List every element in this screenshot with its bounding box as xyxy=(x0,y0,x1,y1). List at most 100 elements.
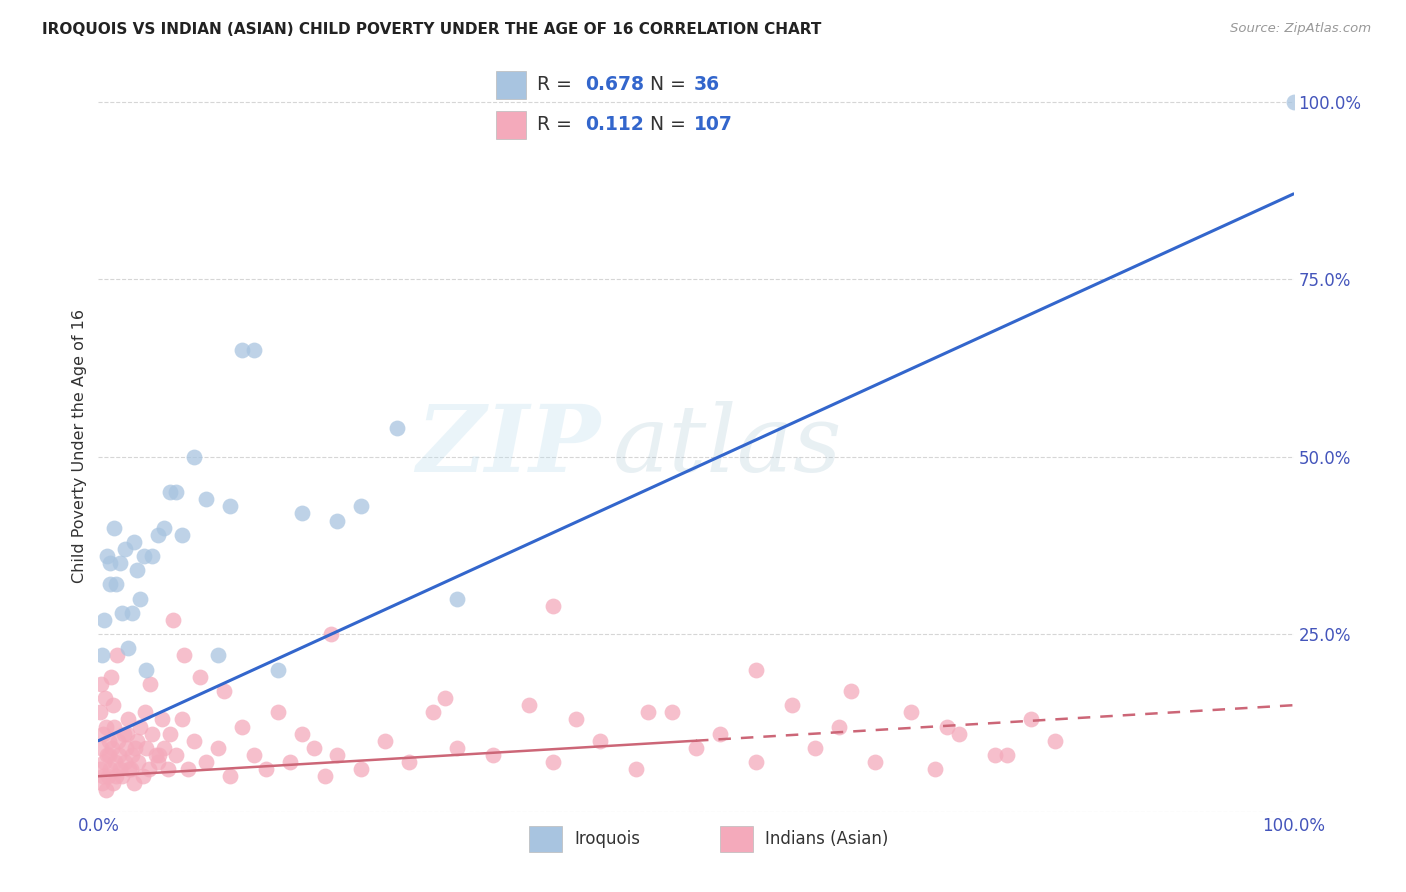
Point xyxy=(865,755,887,769)
Point xyxy=(183,450,205,464)
Point xyxy=(1043,733,1066,747)
Point xyxy=(924,762,946,776)
Point xyxy=(148,528,170,542)
Point xyxy=(243,343,266,358)
Point xyxy=(291,726,314,740)
Text: N =: N = xyxy=(650,76,686,95)
Point xyxy=(517,698,540,713)
Point xyxy=(90,740,112,755)
Point xyxy=(589,733,612,747)
FancyBboxPatch shape xyxy=(496,111,526,139)
Point xyxy=(91,648,114,663)
Point xyxy=(107,733,129,747)
Point xyxy=(115,726,138,740)
Point xyxy=(350,500,373,514)
Point xyxy=(101,776,124,790)
Point xyxy=(96,747,118,762)
Point xyxy=(565,713,588,727)
Point xyxy=(100,670,122,684)
Point xyxy=(134,706,156,720)
Point xyxy=(637,706,659,720)
Point xyxy=(828,719,851,733)
Point xyxy=(132,549,155,563)
Point xyxy=(661,706,683,720)
Point xyxy=(111,606,134,620)
Point xyxy=(89,706,111,720)
Point xyxy=(385,421,409,435)
Text: 0.678: 0.678 xyxy=(585,76,644,95)
Point xyxy=(94,783,117,797)
Point xyxy=(98,577,122,591)
Point xyxy=(177,762,200,776)
Point xyxy=(115,740,138,755)
Point xyxy=(804,740,827,755)
Point xyxy=(207,740,229,755)
Point xyxy=(125,563,148,577)
Text: N =: N = xyxy=(650,115,686,134)
Point xyxy=(105,769,128,783)
Point xyxy=(91,776,114,790)
Point xyxy=(231,719,253,733)
Point xyxy=(145,747,167,762)
Point xyxy=(219,769,242,783)
Point xyxy=(780,698,803,713)
Point xyxy=(129,591,152,606)
Point xyxy=(374,733,396,747)
Point xyxy=(114,541,136,556)
Point xyxy=(159,726,181,740)
Point xyxy=(350,762,373,776)
Point xyxy=(984,747,1007,762)
Point xyxy=(315,769,337,783)
Point xyxy=(153,740,176,755)
Y-axis label: Child Poverty Under the Age of 16: Child Poverty Under the Age of 16 xyxy=(72,309,87,583)
Point xyxy=(446,740,468,755)
FancyBboxPatch shape xyxy=(720,826,754,852)
Point xyxy=(541,599,564,613)
Point xyxy=(117,713,139,727)
Point xyxy=(183,733,205,747)
Point xyxy=(422,706,444,720)
Point xyxy=(188,670,211,684)
Point xyxy=(165,747,187,762)
Point xyxy=(107,747,129,762)
Point xyxy=(841,684,863,698)
Point xyxy=(159,485,181,500)
Point xyxy=(91,769,114,783)
Point xyxy=(153,521,176,535)
Point xyxy=(114,755,136,769)
Point xyxy=(172,713,194,727)
Point xyxy=(148,755,170,769)
Point xyxy=(124,534,146,549)
Point xyxy=(541,755,564,769)
Point xyxy=(96,549,118,563)
Point xyxy=(98,733,121,747)
Text: atlas: atlas xyxy=(613,401,842,491)
Point xyxy=(105,648,128,663)
Text: Iroquois: Iroquois xyxy=(574,830,640,847)
Point xyxy=(195,492,218,507)
Point xyxy=(165,485,187,500)
Point xyxy=(127,755,149,769)
Point xyxy=(302,740,325,755)
Point xyxy=(97,769,120,783)
Point xyxy=(195,755,218,769)
Text: Source: ZipAtlas.com: Source: ZipAtlas.com xyxy=(1230,22,1371,36)
Point xyxy=(685,740,707,755)
Point xyxy=(626,762,648,776)
Point xyxy=(254,762,277,776)
Point xyxy=(120,762,142,776)
Point xyxy=(100,740,122,755)
Point xyxy=(131,769,153,783)
Point xyxy=(103,698,125,713)
Point xyxy=(125,733,148,747)
Point xyxy=(482,747,505,762)
Point xyxy=(90,677,112,691)
Text: ZIP: ZIP xyxy=(416,401,600,491)
Point xyxy=(124,776,146,790)
Point xyxy=(111,769,134,783)
Point xyxy=(112,726,135,740)
Point xyxy=(948,726,970,740)
Point xyxy=(212,684,235,698)
Point xyxy=(96,719,118,733)
Point xyxy=(108,762,131,776)
